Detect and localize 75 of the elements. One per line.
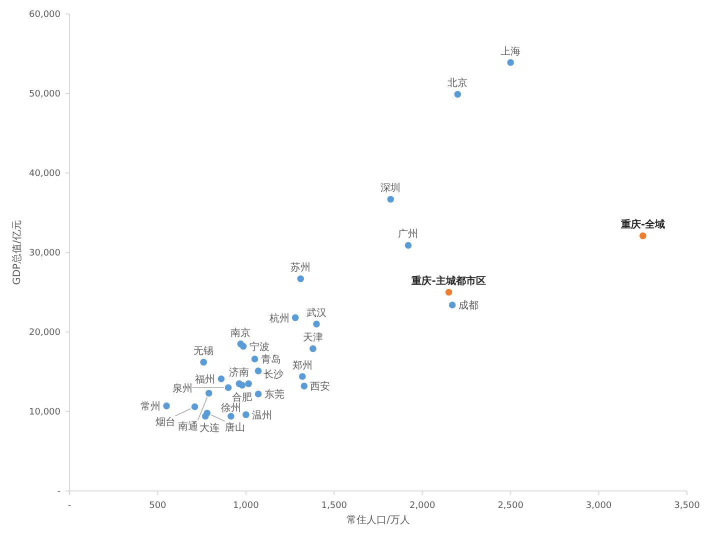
x-tick-label: 500	[149, 501, 167, 511]
annotation: 济南	[229, 366, 250, 379]
annotation: 重庆-全域	[620, 218, 665, 231]
point	[300, 382, 308, 390]
point	[240, 342, 247, 350]
point	[228, 412, 234, 420]
annotation: 烟台	[155, 416, 176, 428]
annotation: 西安	[310, 380, 330, 393]
point	[242, 411, 250, 418]
point	[404, 242, 412, 249]
point	[191, 403, 198, 410]
x-axis-title: 常住人口/万人	[346, 514, 410, 526]
annotation: 郑州	[292, 359, 312, 372]
point	[297, 275, 304, 282]
point	[387, 196, 394, 203]
point	[313, 320, 320, 328]
y-tick-label: 40,000	[29, 169, 61, 180]
annotation: 成都	[458, 300, 478, 312]
point	[251, 356, 258, 362]
annotation: 徐州	[220, 402, 241, 414]
annotation: 苏州	[290, 262, 311, 274]
y-tick-label: 30,000	[29, 248, 61, 259]
annotation: 常州	[140, 400, 161, 413]
x-tick-label: -	[68, 501, 72, 511]
annotation: 重庆-主城都市区	[410, 275, 486, 288]
x-tick-label: 2,500	[498, 501, 524, 511]
annotation: 天津	[302, 332, 323, 344]
point	[238, 382, 246, 389]
x-tick-label: 1,000	[233, 501, 260, 511]
annotation: 唐山	[224, 422, 245, 434]
annotation: 宁波	[249, 340, 270, 353]
x-tick-label: 3,500	[674, 501, 700, 511]
annotation: 青岛	[260, 354, 281, 366]
point	[245, 380, 252, 388]
annotation: 南京	[230, 326, 251, 339]
point	[507, 59, 514, 66]
point	[224, 384, 232, 392]
y-tick-label: 20,000	[29, 328, 61, 338]
point	[200, 358, 207, 366]
x-tick-label: 2,000	[409, 501, 436, 511]
point	[448, 302, 456, 308]
annotation: 合肥	[232, 392, 252, 404]
annotation: 广州	[398, 228, 418, 240]
annotation: 无锡	[194, 346, 214, 358]
point	[163, 402, 170, 410]
annotation: 长沙	[264, 368, 284, 381]
point	[639, 232, 646, 240]
annotation: 泉州	[172, 382, 192, 394]
annotation: 北京	[448, 77, 468, 90]
point	[254, 390, 262, 398]
y-tick-label: 50,000	[29, 90, 61, 100]
annotation: 杭州	[268, 312, 290, 324]
y-tick-label: 10,000	[29, 408, 61, 418]
annotation: 温州	[252, 409, 272, 422]
x-tick-label: 1,500	[321, 501, 348, 511]
annotation: 福州	[195, 374, 216, 386]
point	[292, 314, 299, 322]
y-tick-label: -	[57, 487, 60, 498]
annotation: 武汉	[306, 306, 326, 319]
point	[218, 376, 225, 382]
y-tick-label: 60,000	[29, 10, 61, 20]
point	[454, 90, 462, 98]
annotation: 东莞	[264, 388, 284, 401]
annotation: 南通	[178, 420, 198, 433]
x-tick-label: 3,000	[586, 501, 612, 511]
annotation: 大连	[199, 422, 220, 434]
point	[254, 368, 262, 374]
point	[298, 373, 306, 380]
point	[445, 288, 452, 296]
point	[202, 412, 209, 420]
point	[205, 390, 212, 397]
annotation: 深圳	[380, 182, 401, 194]
point	[310, 345, 316, 352]
y-axis-title: GDP总值/亿元	[11, 220, 23, 285]
annotation: 上海	[500, 45, 521, 58]
